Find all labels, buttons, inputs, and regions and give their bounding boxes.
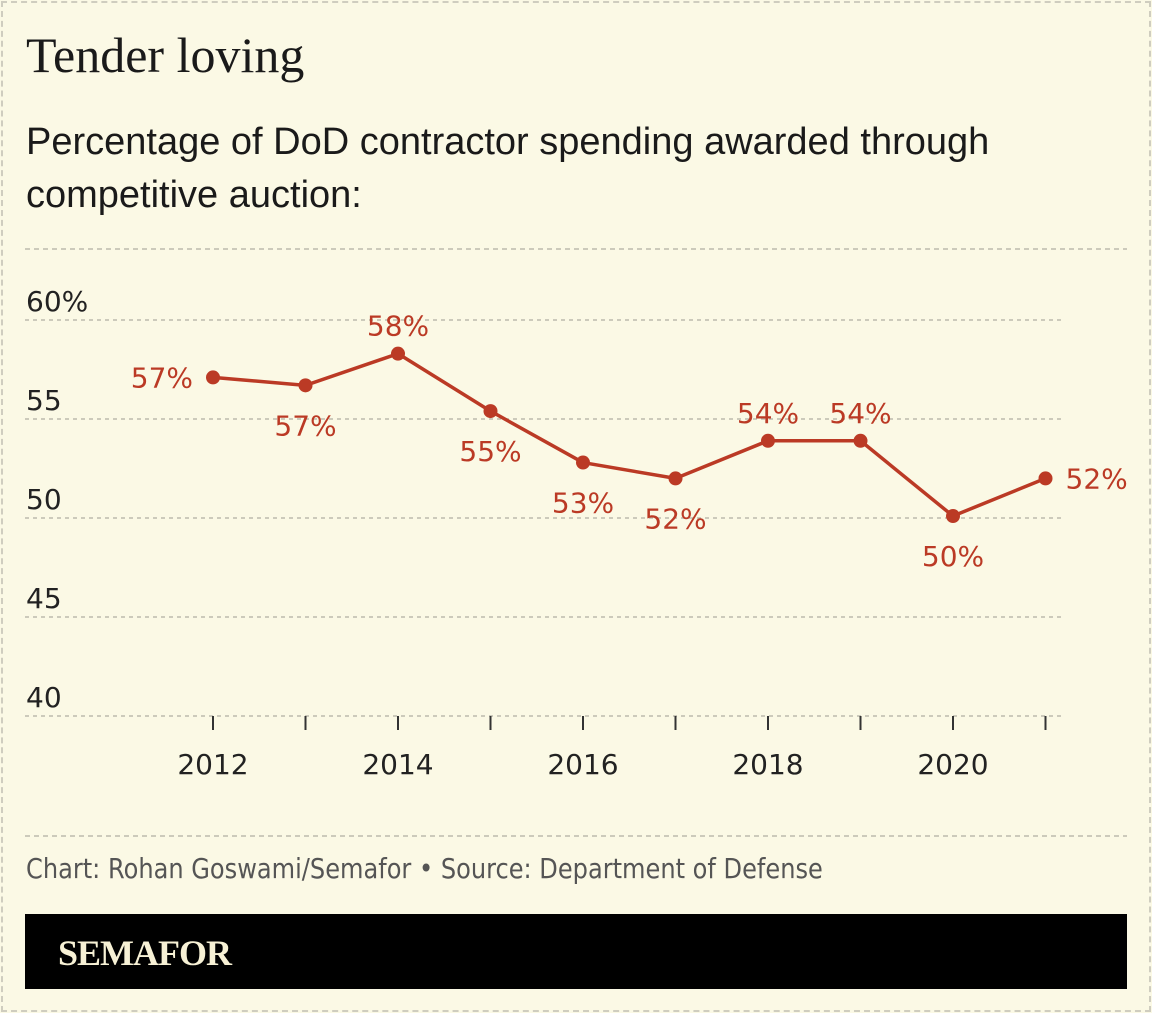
y-tick-label: 60%	[26, 285, 88, 318]
x-tick-label: 2016	[547, 748, 618, 781]
data-point	[1038, 471, 1053, 486]
data-point	[668, 471, 683, 486]
data-point	[206, 370, 220, 385]
data-label: 57%	[274, 409, 336, 442]
data-label: 57%	[131, 361, 193, 394]
data-point	[483, 404, 498, 419]
brand-bar: SEMAFOR	[25, 914, 1127, 989]
data-point	[761, 433, 775, 448]
data-label: 54%	[829, 397, 891, 430]
data-point	[298, 378, 313, 393]
chart-title: Tender loving	[26, 27, 305, 83]
y-tick-label: 45	[26, 582, 62, 615]
y-tick-label: 55	[26, 384, 62, 417]
series-line	[212, 351, 1047, 518]
data-label: 52%	[644, 502, 706, 535]
data-label: 55%	[459, 435, 521, 468]
data-label: 52%	[1066, 462, 1128, 495]
x-tick-label: 2018	[732, 748, 803, 781]
data-label: 50%	[922, 540, 984, 573]
semafor-logo: SEMAFOR	[58, 933, 232, 973]
x-tick-label: 2012	[177, 748, 248, 781]
data-label: 54%	[737, 397, 799, 430]
y-tick-label: 50	[26, 483, 62, 516]
data-point	[853, 433, 868, 448]
chart-credit: Chart: Rohan Goswami/Semafor • Source: D…	[26, 852, 823, 885]
chart-subtitle: Percentage of DoD contractor spending aw…	[26, 121, 990, 216]
data-point	[946, 509, 960, 524]
x-tick-label: 2020	[917, 748, 988, 781]
data-point	[576, 455, 590, 470]
x-tick-label: 2014	[362, 748, 433, 781]
data-point	[391, 346, 405, 361]
data-label: 58%	[367, 310, 429, 343]
data-label: 53%	[552, 487, 614, 520]
y-tick-label: 40	[26, 681, 62, 714]
